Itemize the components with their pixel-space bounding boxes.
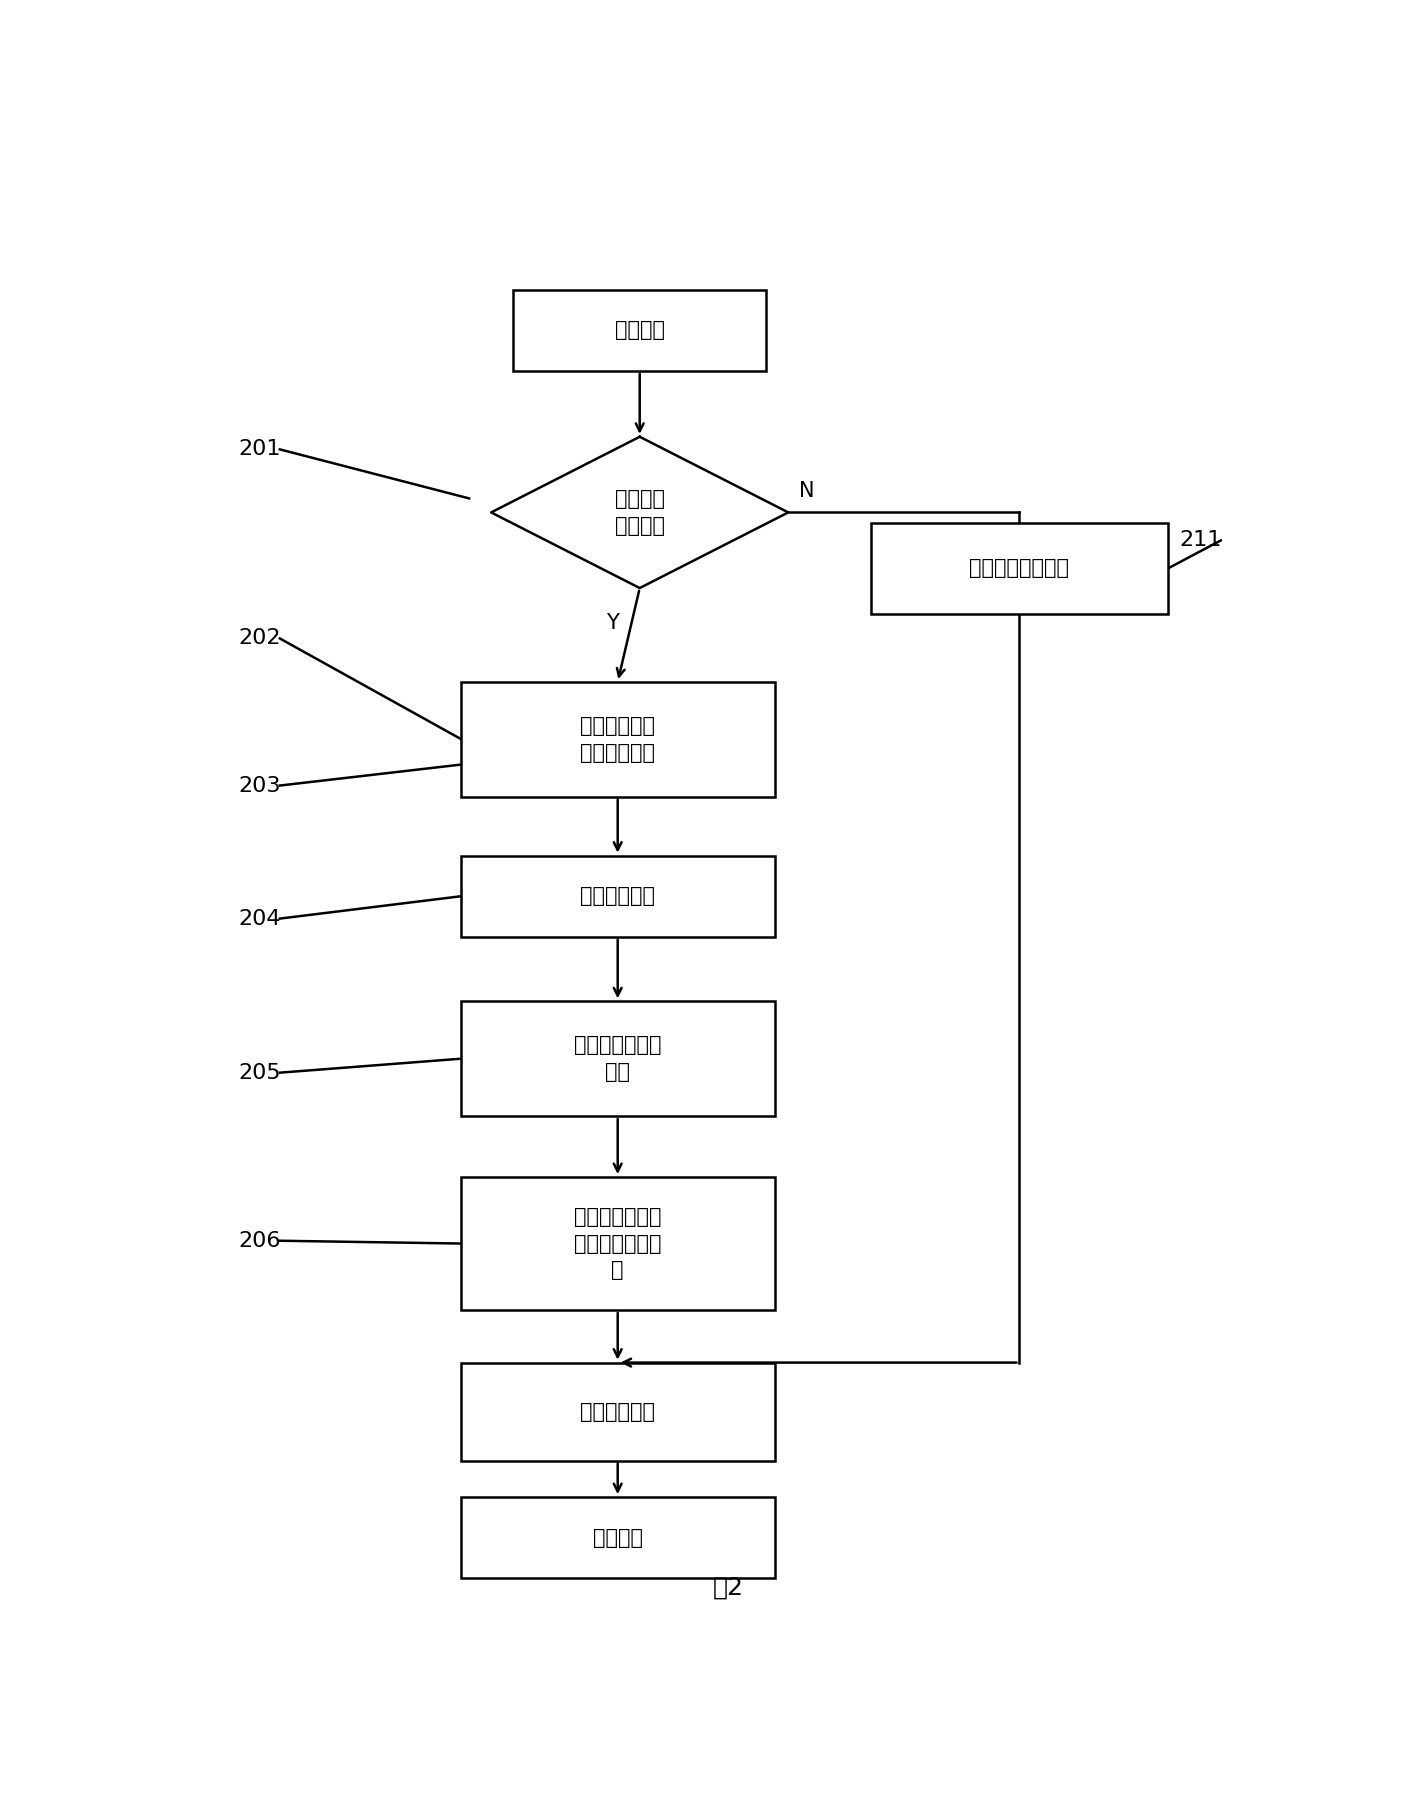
Text: 202: 202 <box>239 629 281 648</box>
Text: Y: Y <box>606 613 619 633</box>
FancyBboxPatch shape <box>462 1497 774 1579</box>
Text: 206: 206 <box>239 1231 281 1251</box>
Text: 中断返回: 中断返回 <box>592 1528 643 1548</box>
Text: 读取高速定时
计数器的数值: 读取高速定时 计数器的数值 <box>581 717 655 762</box>
Text: 204: 204 <box>239 910 281 928</box>
Text: 转速＝上周期转速: 转速＝上周期转速 <box>970 558 1069 578</box>
FancyBboxPatch shape <box>462 1000 774 1117</box>
Text: N: N <box>799 482 815 502</box>
FancyBboxPatch shape <box>462 1177 774 1310</box>
Text: 图2: 图2 <box>713 1575 743 1601</box>
FancyBboxPatch shape <box>462 855 774 937</box>
Text: 211: 211 <box>1179 531 1221 551</box>
Text: 估计下采样周期
转速: 估计下采样周期 转速 <box>574 1035 662 1082</box>
FancyBboxPatch shape <box>462 682 774 797</box>
Text: 中断开始: 中断开始 <box>615 320 665 340</box>
Text: 201: 201 <box>239 440 281 460</box>
Text: 根据预估转速给
减定时计数器赋
值: 根据预估转速给 减定时计数器赋 值 <box>574 1208 662 1281</box>
FancyBboxPatch shape <box>462 1362 774 1461</box>
FancyBboxPatch shape <box>870 522 1169 615</box>
Text: 计算当前转速: 计算当前转速 <box>581 886 655 906</box>
Text: 203: 203 <box>239 775 281 795</box>
FancyBboxPatch shape <box>513 289 767 371</box>
Text: 205: 205 <box>239 1062 281 1082</box>
Text: 输出当前转速: 输出当前转速 <box>581 1402 655 1422</box>
Text: 判是否有
溢出标志: 判是否有 溢出标志 <box>615 489 665 535</box>
